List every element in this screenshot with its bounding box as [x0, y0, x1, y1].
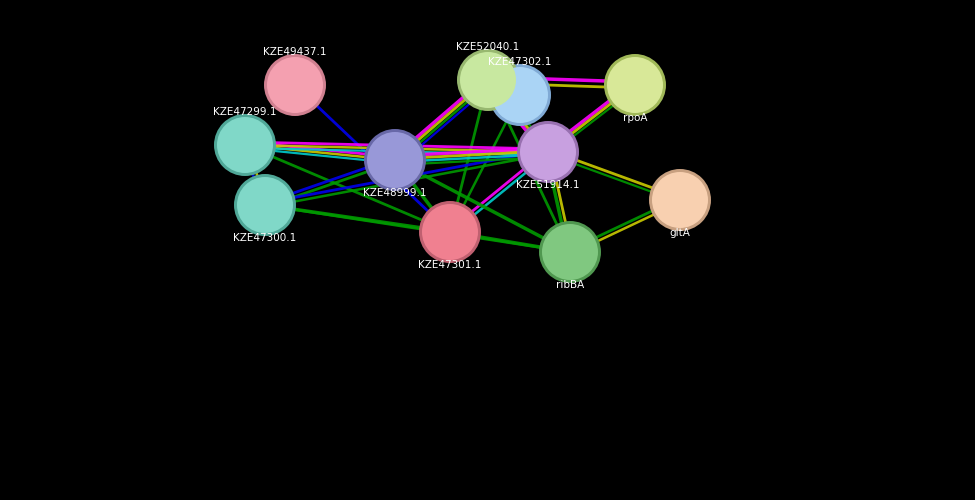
Circle shape — [234, 174, 296, 236]
Text: KZE47300.1: KZE47300.1 — [233, 233, 296, 243]
Circle shape — [214, 114, 276, 176]
Circle shape — [604, 54, 666, 116]
Text: KZE47299.1: KZE47299.1 — [214, 107, 277, 117]
Circle shape — [489, 64, 551, 126]
Text: KZE52040.1: KZE52040.1 — [456, 42, 520, 52]
Circle shape — [460, 52, 516, 108]
Circle shape — [649, 169, 711, 231]
Circle shape — [264, 54, 326, 116]
Circle shape — [237, 177, 293, 233]
Circle shape — [542, 224, 598, 280]
Text: ribBA: ribBA — [556, 280, 584, 290]
Circle shape — [267, 57, 323, 113]
Circle shape — [492, 67, 548, 123]
Circle shape — [652, 172, 708, 228]
Circle shape — [457, 49, 519, 111]
Text: KZE49437.1: KZE49437.1 — [263, 47, 327, 57]
Text: rpoA: rpoA — [623, 113, 647, 123]
Circle shape — [217, 117, 273, 173]
Circle shape — [419, 201, 481, 263]
Text: KZE48999.1: KZE48999.1 — [364, 188, 427, 198]
Circle shape — [520, 124, 576, 180]
Circle shape — [367, 132, 423, 188]
Text: KZE51914.1: KZE51914.1 — [516, 180, 580, 190]
Text: KZE47301.1: KZE47301.1 — [418, 260, 482, 270]
Text: gltA: gltA — [670, 228, 690, 238]
Circle shape — [517, 121, 579, 183]
Text: KZE47302.1: KZE47302.1 — [488, 57, 552, 67]
Circle shape — [422, 204, 478, 260]
Circle shape — [364, 129, 426, 191]
Circle shape — [539, 221, 601, 283]
Circle shape — [607, 57, 663, 113]
